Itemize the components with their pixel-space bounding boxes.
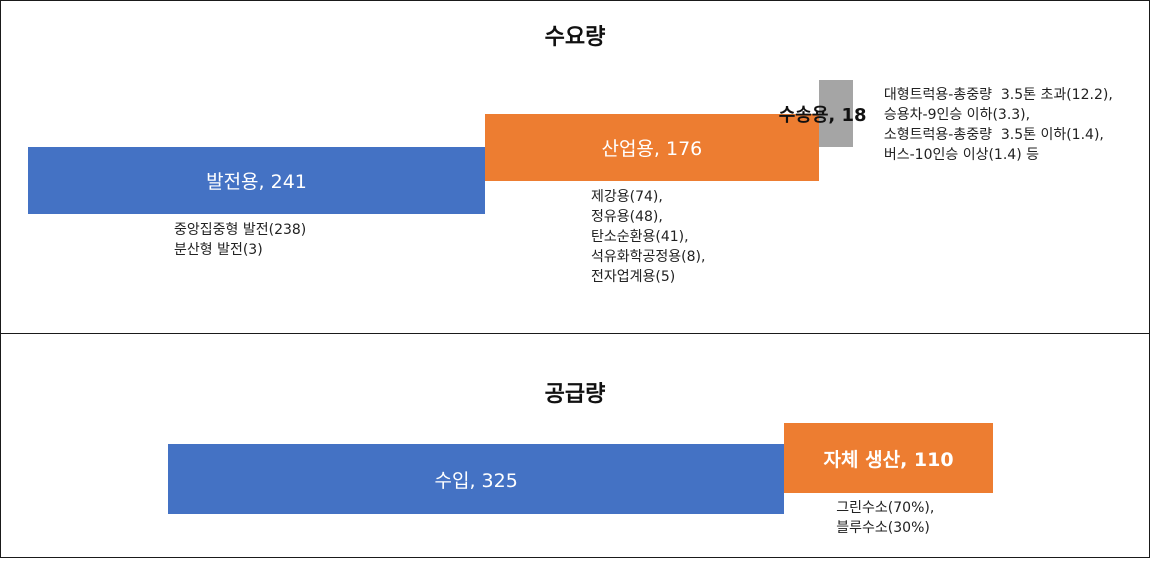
supply-title: 공급량 <box>544 382 606 407</box>
industry-note-line: 전자업계용(5) <box>591 269 676 285</box>
industry-breakdown: 제강용(74), 정유용(48), 탄소순환용(41), 석유화학공정용(8),… <box>591 187 705 287</box>
bar-power-generation-label: 발전용, 241 <box>206 171 307 193</box>
bar-power-generation: 발전용, 241 <box>28 147 485 214</box>
transport-note-line: 소형트럭용-총중량 3.5톤 이하(1.4), <box>883 127 1104 143</box>
transport-note-line: 대형트럭용-총중량 3.5톤 초과(12.2), <box>883 87 1113 103</box>
transport-breakdown: 대형트럭용-총중량 3.5톤 초과(12.2), 승용차-9인승 이하(3.3)… <box>884 85 1113 165</box>
domestic-production-breakdown: 그린수소(70%), 블루수소(30%) <box>836 498 934 538</box>
transport-note-line: 버스-10인승 이상(1.4) 등 <box>883 147 1039 163</box>
power-generation-breakdown: 중앙집중형 발전(238) 분산형 발전(3) <box>174 220 306 260</box>
bar-domestic-production-label: 자체 생산, 110 <box>823 448 954 471</box>
demand-panel: 수요량 발전용, 241 산업용, 176 수송용, 18 중앙집중형 발전(2… <box>0 0 1150 334</box>
bar-import-label: 수입, 325 <box>434 469 518 492</box>
power-note-line: 중앙집중형 발전(238) <box>174 222 307 238</box>
industry-note-line: 제강용(74), <box>591 189 663 205</box>
domestic-note-line: 그린수소(70%), <box>836 500 935 516</box>
bar-industry-label: 산업용, 176 <box>601 138 703 160</box>
power-note-line: 분산형 발전(3) <box>174 242 263 258</box>
bar-transport-label: 수송용, 18 <box>778 105 867 126</box>
bar-domestic-production: 자체 생산, 110 <box>784 423 993 493</box>
demand-title: 수요량 <box>544 25 606 50</box>
industry-note-line: 정유용(48), <box>591 209 663 225</box>
bar-transport <box>818 80 853 147</box>
supply-panel: 공급량 수입, 325 자체 생산, 110 그린수소(70%), 블루수소(3… <box>0 333 1150 558</box>
domestic-note-line: 블루수소(30%) <box>836 520 930 536</box>
bar-import: 수입, 325 <box>168 444 785 514</box>
industry-note-line: 탄소순환용(41), <box>591 229 689 245</box>
transport-note-line: 승용차-9인승 이하(3.3), <box>883 107 1031 123</box>
industry-note-line: 석유화학공정용(8), <box>591 249 706 265</box>
bar-industry: 산업용, 176 <box>485 114 819 181</box>
